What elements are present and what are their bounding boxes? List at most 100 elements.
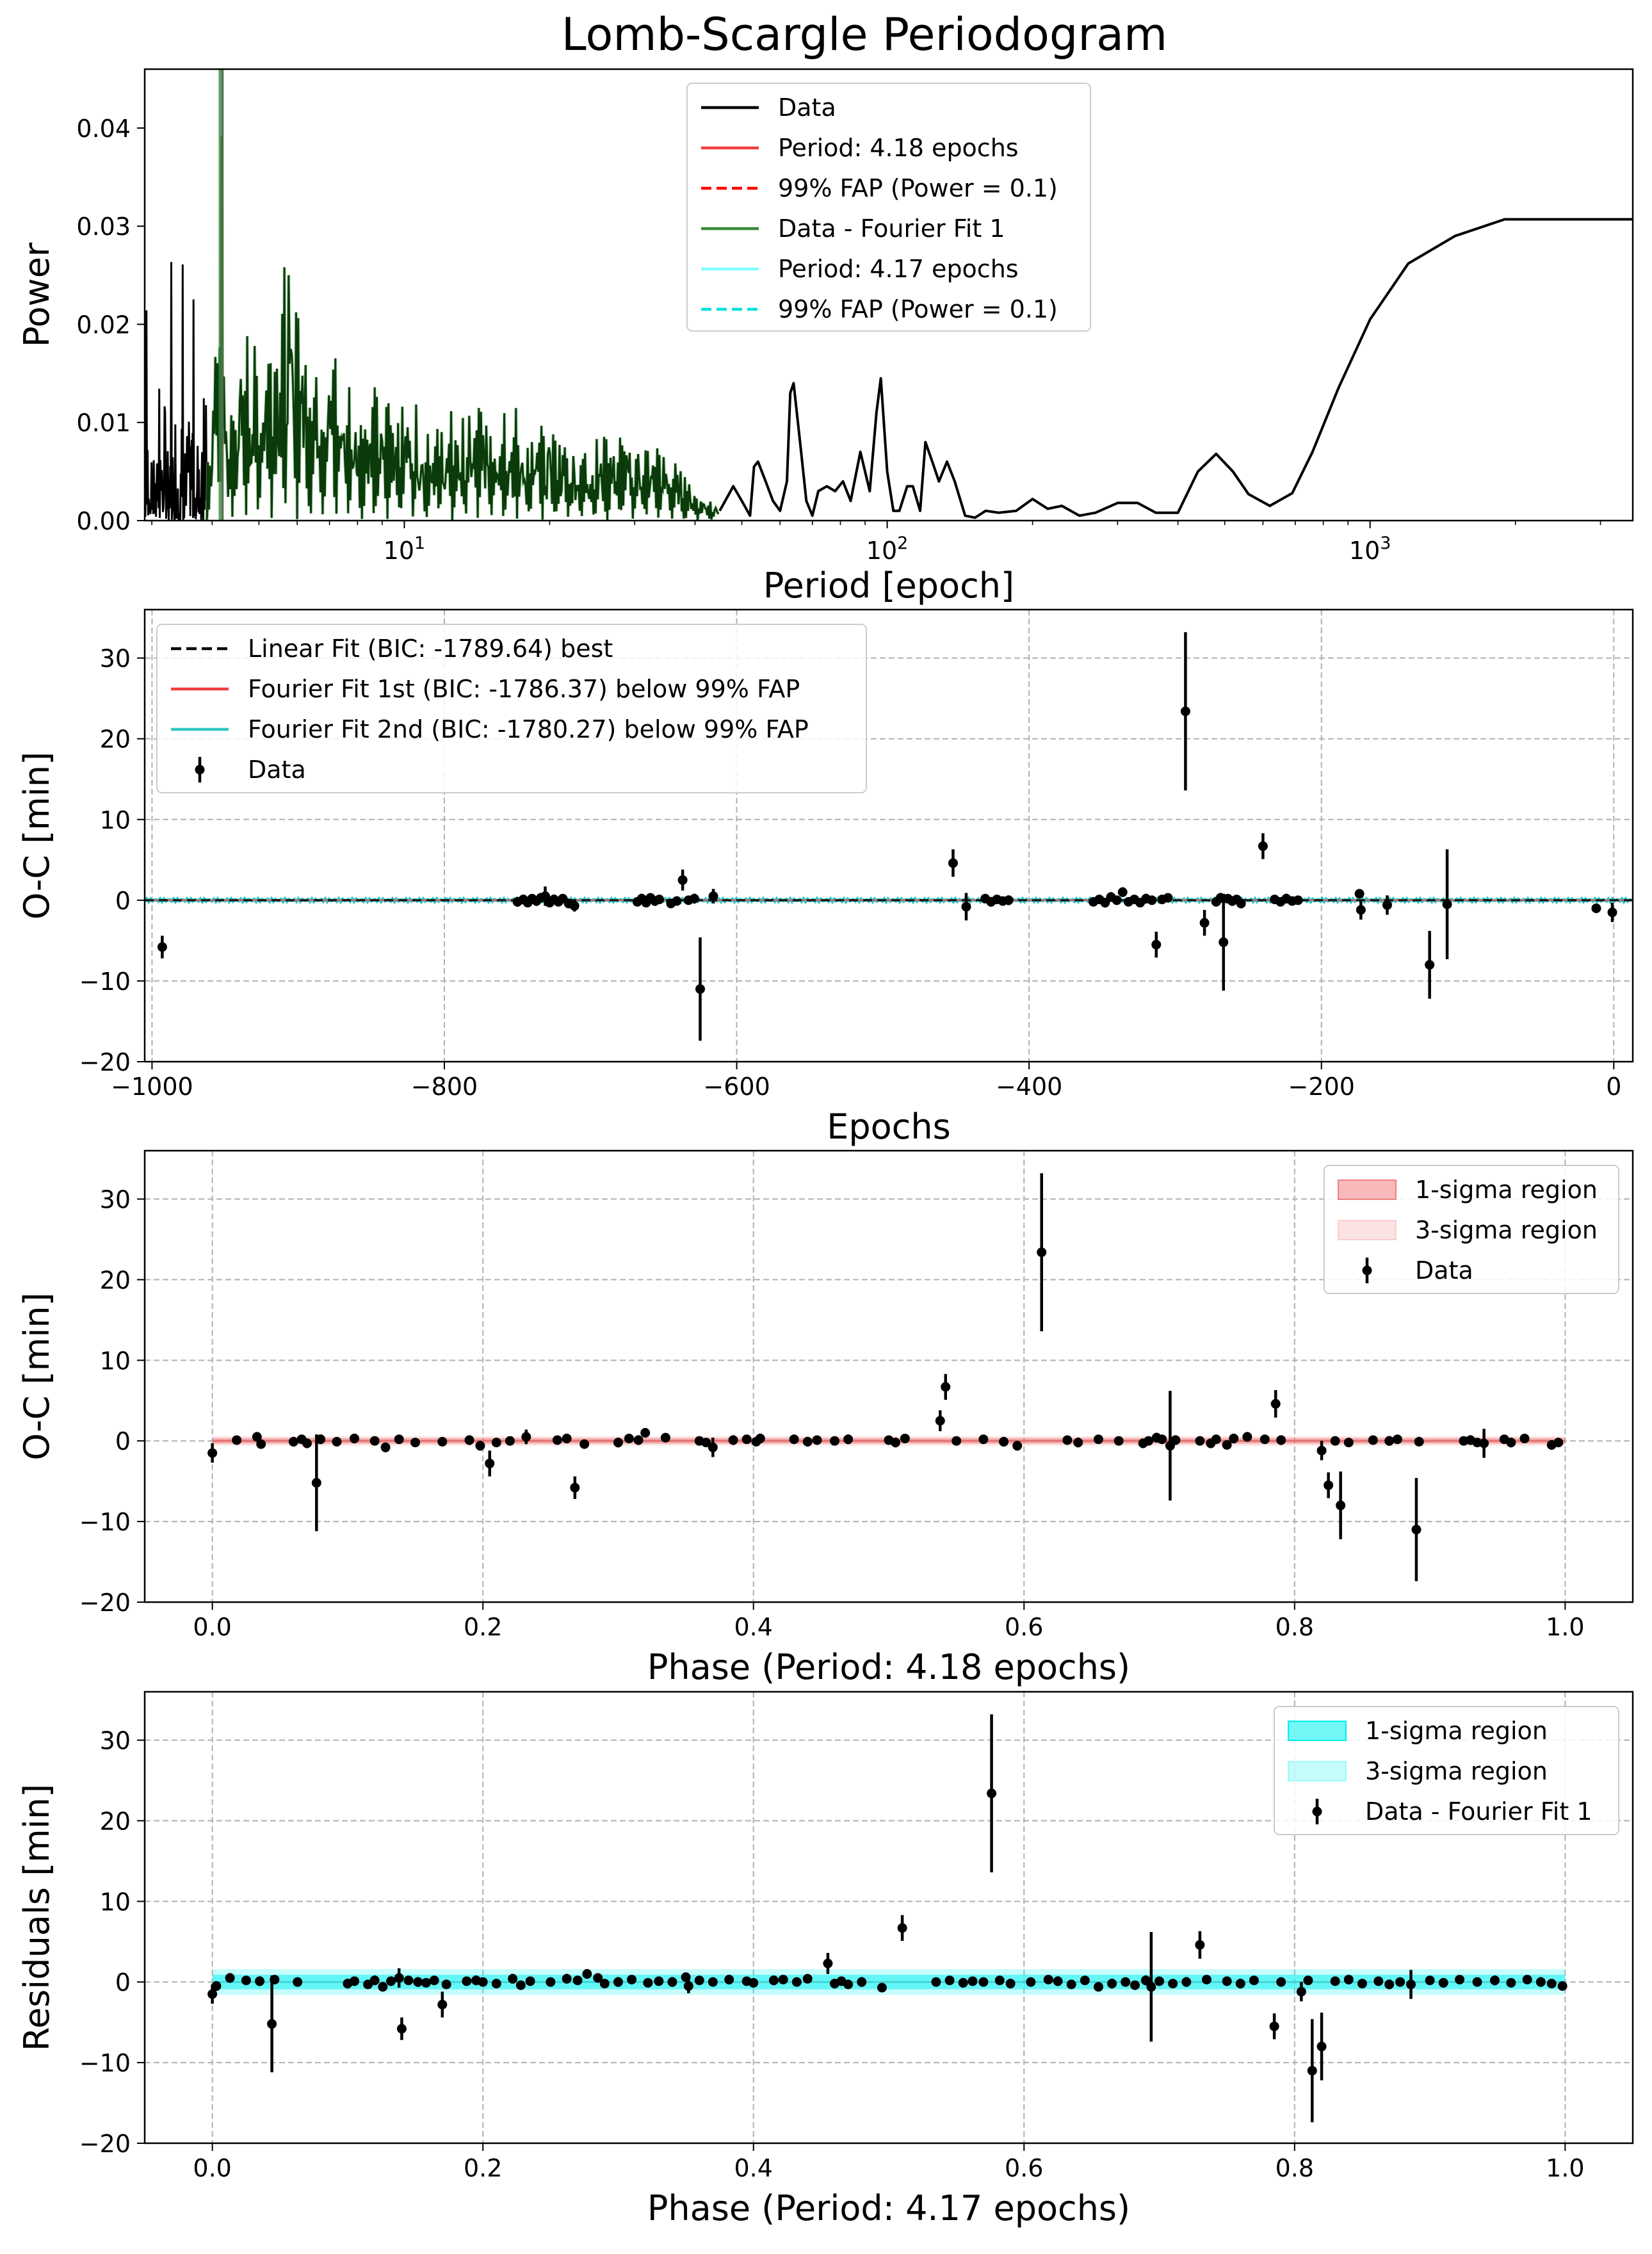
y-tick-label-1: −10	[79, 2049, 131, 2077]
data-point	[1472, 1977, 1482, 1987]
data-point	[394, 1973, 404, 1983]
data-point	[708, 1442, 718, 1452]
data-point	[1168, 1979, 1178, 1989]
data-point	[823, 1958, 833, 1968]
data-point	[1222, 1440, 1232, 1450]
data-point	[562, 1974, 572, 1984]
plot-frame	[143, 1690, 1634, 2145]
x-tick-label-1: 0.2	[464, 2154, 502, 2182]
data-point	[683, 1981, 693, 1991]
data-point	[349, 1433, 359, 1443]
x-tick-label-5: 1.0	[1546, 1613, 1584, 1641]
x-tick-label-0: 0.0	[193, 2154, 231, 2182]
data-point	[1438, 1977, 1448, 1988]
plot-area	[207, 1714, 1567, 2123]
data-point	[1066, 1979, 1076, 1990]
data-point	[225, 1973, 235, 1983]
data-point	[935, 1416, 945, 1426]
data-point	[633, 1435, 644, 1445]
data-point	[708, 1977, 718, 1987]
data-point	[1195, 1940, 1205, 1950]
data-point	[1154, 1976, 1165, 1986]
data-point	[1307, 2066, 1317, 2076]
legend-label-2: 99% FAP (Power = 0.1)	[778, 174, 1058, 202]
data-point	[1330, 1436, 1340, 1446]
data-point	[948, 858, 958, 868]
legend: 1-sigma region 3-sigma region Data - Fouri…	[1274, 1706, 1619, 1835]
data-point	[1343, 1974, 1354, 1984]
plot-area	[145, 69, 1633, 521]
data-point	[1180, 706, 1190, 717]
data-point	[410, 1438, 421, 1448]
data-point	[1316, 2041, 1327, 2052]
data-point	[667, 1977, 677, 1987]
data-point	[802, 1436, 813, 1447]
oc-phase-panel: −20 −10 0 10 20 30 0.0 0.2 0.4 0.6 0.8 1.0 Phase (Pe…	[17, 1149, 1634, 1687]
data-point	[1479, 1438, 1489, 1448]
data-point	[256, 1439, 266, 1449]
data-point	[241, 1975, 251, 1986]
legend-label-0: Data	[778, 93, 836, 122]
x-axis-label: Epochs	[827, 1107, 950, 1147]
data-point	[755, 1433, 765, 1443]
x-tick-label-2: 0.4	[734, 2154, 773, 2182]
x-tick-label-1: 0.2	[464, 1613, 502, 1641]
data-point	[789, 1434, 799, 1445]
y-tick-label-4: 20	[100, 726, 131, 754]
x-axis-label: Phase (Period: 4.18 epochs)	[647, 1647, 1130, 1687]
legend: 1-sigma region 3-sigma region Data	[1324, 1165, 1619, 1294]
data-point	[1269, 2021, 1279, 2031]
data-point	[369, 1436, 380, 1446]
plot-area	[207, 1173, 1566, 1582]
legend-label-5: 99% FAP (Power = 0.1)	[778, 295, 1058, 323]
data-point	[232, 1435, 242, 1445]
data-point	[694, 1975, 704, 1986]
legend-frame	[686, 83, 1091, 332]
data-point	[613, 1438, 623, 1448]
plot-area	[145, 632, 1633, 1041]
data-point	[332, 1436, 342, 1447]
data-point	[1455, 1974, 1465, 1984]
data-point	[349, 1976, 359, 1986]
data-point	[552, 1435, 562, 1445]
data-point	[394, 1434, 404, 1445]
data-point	[207, 1989, 218, 1999]
data-point	[288, 1436, 298, 1447]
data-point	[316, 1434, 326, 1445]
data-point	[1490, 1975, 1500, 1986]
data-point	[1107, 1979, 1117, 1989]
data-point	[968, 1976, 978, 1986]
data-point	[1062, 1435, 1073, 1445]
data-point	[1276, 1435, 1286, 1445]
data-point	[1003, 895, 1014, 905]
data-point	[302, 1438, 312, 1448]
data-point	[843, 1434, 854, 1445]
data-point	[1144, 1436, 1154, 1446]
data-point	[1316, 1445, 1327, 1455]
data-point	[1425, 960, 1435, 970]
figure-title: Lomb-Scargle Periodogram	[562, 8, 1167, 61]
data-point	[1293, 895, 1303, 905]
data-point	[1330, 1976, 1340, 1986]
data-point	[521, 1432, 531, 1442]
data-point	[1519, 1433, 1530, 1443]
data-point	[791, 1977, 802, 1987]
data-point	[1425, 1975, 1435, 1986]
x-tick-label-1: −800	[411, 1073, 478, 1101]
residuals-phase-panel: −20 −10 0 10 20 30 0.0 0.2 0.4 0.6 0.8 1.0 Phase (Pe…	[17, 1690, 1634, 2228]
data-point	[1130, 1980, 1140, 1990]
data-point	[267, 2019, 277, 2029]
data-point	[508, 1974, 518, 1984]
data-point	[1140, 1975, 1151, 1986]
y-tick-label-0: −20	[79, 1048, 131, 1076]
data-point	[857, 1977, 867, 1987]
data-point	[1303, 1975, 1313, 1986]
data-point	[1222, 1976, 1232, 1986]
data-point	[252, 1432, 262, 1442]
data-point	[1270, 1399, 1281, 1409]
data-point	[207, 1448, 218, 1458]
x-tick-label-3: 0.6	[1005, 1613, 1043, 1641]
data-point	[1406, 1979, 1416, 1990]
legend-label-0: 1-sigma region	[1365, 1717, 1548, 1745]
